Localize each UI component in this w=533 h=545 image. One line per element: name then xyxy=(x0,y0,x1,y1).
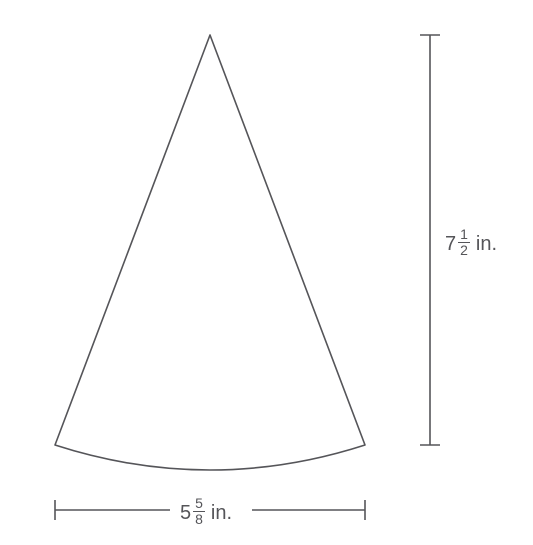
diameter-numerator: 5 xyxy=(193,496,205,512)
slant-denominator: 2 xyxy=(458,243,470,258)
diameter-unit: in. xyxy=(211,503,232,523)
slant-fraction: 12 xyxy=(458,227,470,259)
diameter-whole: 5 xyxy=(180,503,191,523)
slant-whole: 7 xyxy=(445,234,456,254)
diameter-denominator: 8 xyxy=(193,512,205,527)
diameter-label: 558 in. xyxy=(180,497,232,529)
slant-unit: in. xyxy=(476,234,497,254)
cone-svg xyxy=(0,0,533,545)
diameter-fraction: 58 xyxy=(193,496,205,528)
slant-height-label: 712 in. xyxy=(445,228,497,260)
slant-numerator: 1 xyxy=(458,227,470,243)
diagram-stage: 712 in. 558 in. xyxy=(0,0,533,545)
